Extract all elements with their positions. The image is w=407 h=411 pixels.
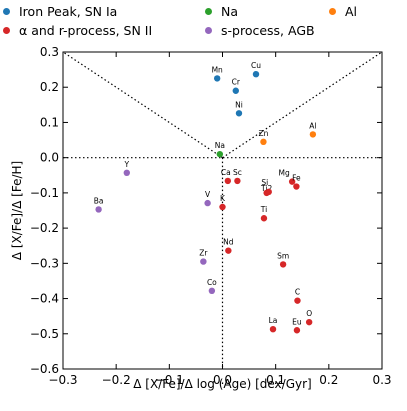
- data-point-sc: [234, 177, 241, 185]
- y-tick-label: 0.3: [40, 45, 59, 59]
- data-label-eu: Eu: [292, 317, 302, 326]
- x-tick-label: 0.1: [266, 373, 285, 387]
- x-axis-label: Δ [X/Fe]/Δ log (Age) [dex/Gyr]: [133, 377, 311, 391]
- reference-line-diagonal-left: [62, 51, 223, 159]
- x-tick-label: −0.1: [155, 373, 184, 387]
- data-label-o: O: [306, 309, 312, 318]
- data-label-mg: Mg: [279, 169, 290, 178]
- data-label-c: C: [295, 288, 300, 297]
- legend-item: s-process, AGB: [205, 23, 315, 38]
- data-label-y: Y: [124, 160, 130, 169]
- legend-marker: [329, 8, 336, 15]
- ticks: [62, 51, 383, 370]
- y-tick-label: −0.5: [30, 327, 59, 341]
- data-label-ba: Ba: [94, 196, 104, 205]
- y-tick-label: 0.1: [40, 115, 59, 129]
- data-label-sc: Sc: [233, 168, 242, 177]
- x-tick-label: 0.3: [372, 373, 391, 387]
- data-point-nd: [225, 247, 232, 254]
- y-tick-label: −0.2: [30, 221, 59, 235]
- data-point-na: [216, 150, 224, 158]
- reference-line-diagonal-right: [222, 51, 383, 159]
- data-point-mn: [213, 75, 221, 82]
- data-label-al: Al: [309, 121, 316, 130]
- legend-label: s-process, AGB: [221, 23, 315, 38]
- data-point-sm: [279, 261, 287, 268]
- data-point-mg: [288, 178, 296, 185]
- data-label-ni: Ni: [235, 100, 243, 109]
- legend-item: Na: [205, 4, 238, 19]
- data-label-si: Si: [261, 178, 268, 187]
- data-label-nd: Nd: [223, 238, 234, 247]
- reference-lines: [62, 51, 383, 369]
- data-point-al: [309, 131, 317, 138]
- data-label-cu: Cu: [251, 61, 261, 70]
- x-tick-label: −0.3: [48, 373, 77, 387]
- data-label-fe: Fe: [292, 174, 301, 183]
- y-tick-label: −0.6: [30, 362, 59, 376]
- legend-marker: [3, 27, 10, 34]
- data-label-co: Co: [207, 278, 217, 287]
- data-label-ti2: Ti2: [260, 184, 272, 193]
- x-tick-label: −0.2: [102, 373, 131, 387]
- y-tick-label: 0.0: [40, 151, 59, 165]
- data-label-ca: Ca: [221, 168, 231, 177]
- data-label-la: La: [269, 316, 278, 325]
- data-point-c: [294, 297, 301, 304]
- y-tick-label: −0.4: [30, 292, 59, 306]
- data-label-k: K: [220, 194, 226, 203]
- data-label-v: V: [205, 190, 211, 199]
- data-point-si: [265, 188, 272, 196]
- data-label-zr: Zr: [199, 249, 208, 258]
- legend-label: α and r-process, SN II: [19, 23, 153, 38]
- data-point-cr: [232, 87, 239, 94]
- data-label-na: Na: [215, 141, 225, 150]
- legend-item: Al: [329, 4, 357, 19]
- data-label-cr: Cr: [232, 78, 241, 87]
- legend-label: Al: [345, 4, 358, 19]
- data-point-zr: [200, 258, 207, 265]
- data-point-k: [219, 203, 226, 211]
- data-point-ni: [235, 110, 243, 117]
- y-tick-label: −0.3: [30, 256, 59, 270]
- data-point-fe: [293, 183, 300, 190]
- legend-item: Iron Peak, SN Ia: [3, 4, 117, 19]
- x-tick-label: 0.2: [319, 373, 338, 387]
- data-label-mn: Mn: [212, 65, 223, 74]
- legend-item: α and r-process, SN II: [3, 23, 152, 38]
- data-point-y: [123, 169, 130, 177]
- y-tick-label: 0.2: [40, 80, 59, 94]
- data-point-v: [204, 199, 211, 207]
- data-point-cu: [252, 70, 260, 78]
- data-label-ti: Ti: [260, 205, 267, 214]
- data-label-zn: Zn: [258, 129, 268, 138]
- data-point-la: [269, 325, 277, 333]
- data-label-sm: Sm: [277, 251, 289, 260]
- y-tick-label: −0.1: [30, 186, 59, 200]
- legend-marker: [205, 8, 212, 15]
- data-point-eu: [293, 327, 301, 334]
- x-tick-label: 0.0: [213, 373, 232, 387]
- y-axis-label: Δ [X/Fe]/Δ [Fe/H]: [10, 161, 24, 260]
- data-point-o: [305, 318, 313, 326]
- data-point-ba: [95, 206, 102, 213]
- data-point-zn: [260, 138, 267, 146]
- data-point-ca: [224, 177, 232, 185]
- legend-label: Na: [221, 4, 239, 19]
- data-point-ti: [260, 215, 268, 222]
- data-point-co: [208, 287, 216, 295]
- legend-label: Iron Peak, SN Ia: [19, 4, 118, 19]
- legend-marker: [3, 8, 10, 15]
- legend-marker: [205, 27, 212, 34]
